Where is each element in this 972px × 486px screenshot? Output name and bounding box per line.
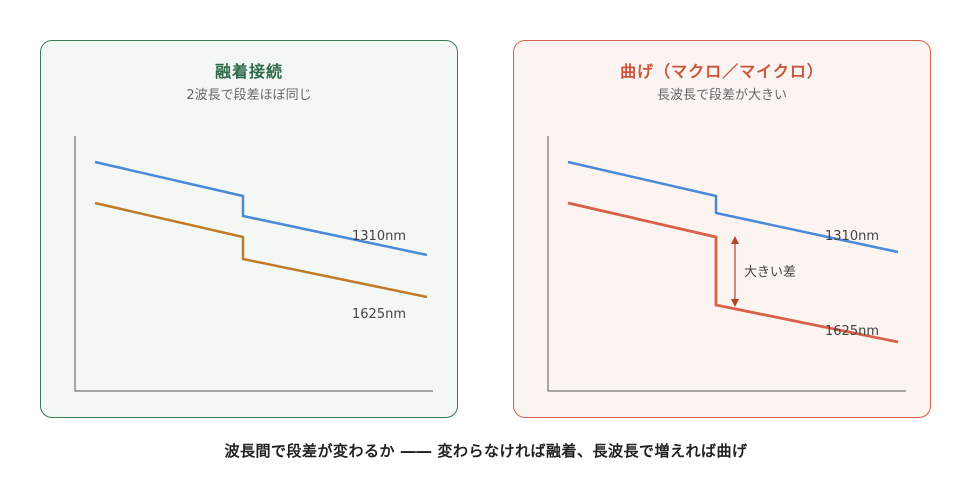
- bend-panel: 曲げ（マクロ／マイクロ） 長波長で段差が大きい 大きい差 1310nm 1625…: [513, 40, 931, 418]
- arrow-head-up: [731, 236, 739, 244]
- bend-panel-title: 曲げ（マクロ／マイクロ）: [620, 62, 824, 81]
- label-1310nm: 1310nm: [352, 229, 406, 244]
- splice-panel: 融着接続 2波長で段差ほぼ同じ 1310nm 1625nm: [40, 40, 458, 418]
- trace-1310: [567, 160, 899, 254]
- label-1625nm: 1625nm: [352, 307, 406, 322]
- trace-1310: [94, 160, 428, 257]
- bend-trace-plot: 大きい差 1310nm 1625nm: [547, 136, 906, 392]
- axes: [74, 136, 433, 392]
- arrow-head-down: [731, 299, 739, 307]
- trace-1625: [94, 201, 428, 299]
- splice-panel-title: 融着接続: [214, 62, 283, 81]
- splice-panel-subtitle: 2波長で段差ほぼ同じ: [186, 88, 312, 103]
- axes: [547, 136, 906, 392]
- bend-panel-subtitle: 長波長で段差が大きい: [656, 88, 787, 103]
- label-1310nm: 1310nm: [825, 229, 879, 244]
- trace-1625: [567, 201, 899, 344]
- difference-annotation: 大きい差: [744, 265, 796, 280]
- label-1625nm: 1625nm: [825, 324, 879, 339]
- bottom-caption: 波長間で段差が変わるか ―― 変わらなければ融着、長波長で増えれば曲げ: [224, 442, 748, 460]
- splice-trace-plot: 1310nm 1625nm: [74, 136, 433, 392]
